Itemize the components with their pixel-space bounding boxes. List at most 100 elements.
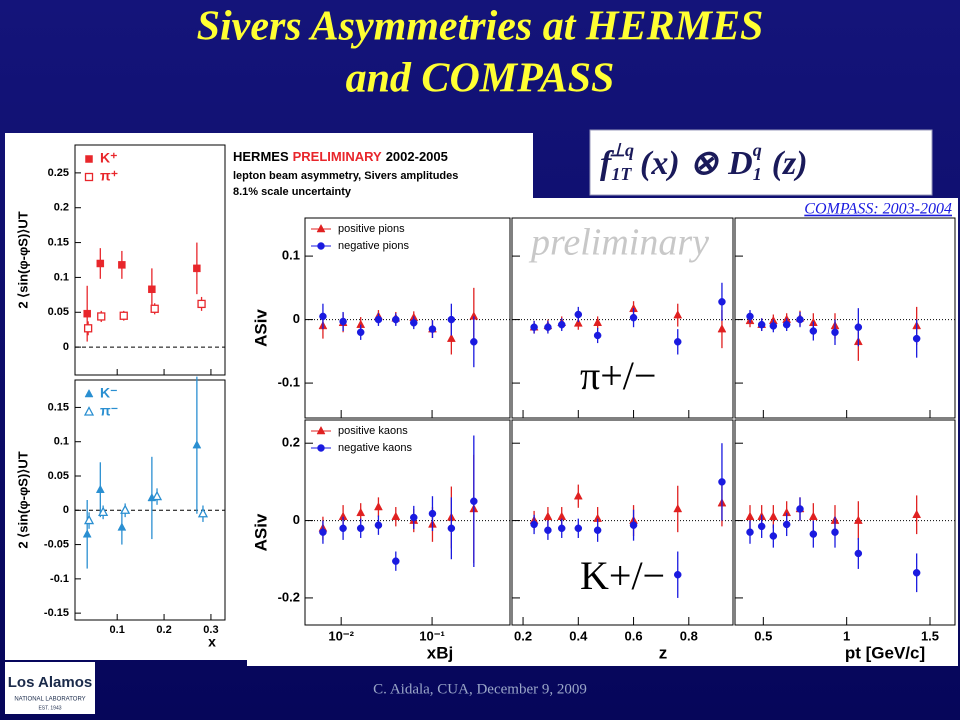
marker [745,511,755,520]
marker [316,425,326,435]
marker [809,530,818,538]
marker [339,317,347,326]
slide-title: Sivers Asymmetries at HERMES [197,4,764,50]
plot-frame [511,419,734,626]
header-part: 2002-2005 [386,149,448,164]
marker [317,242,325,250]
marker [197,507,209,518]
marker [544,526,552,534]
marker [446,333,456,342]
x-tick-label: 0.1 [110,624,125,636]
marker [544,323,552,331]
formula-x: (x) [640,145,680,182]
marker [374,501,383,511]
marker [356,507,366,517]
marker [151,490,163,501]
marker [148,285,156,294]
marker [428,325,437,333]
marker [84,172,94,182]
y-tick-label: 0.15 [48,401,69,413]
hermes-note: 8.1% scale uncertainty [233,186,352,198]
y-tick-label: 0.1 [54,271,69,283]
y-axis-label: 2 ⟨sin(φ-φS)⟩UT [15,211,30,308]
formula-d-sub: 1 [753,164,762,184]
marker [118,261,126,269]
y-tick-label: 0 [63,504,69,516]
y-axis-label: ASiv [251,513,270,551]
plot-frame [511,217,734,419]
marker [316,223,326,233]
marker [573,318,583,327]
formula-f-sup: ⊥q [609,140,634,160]
marker [831,528,839,536]
marker [629,521,638,529]
marker [796,505,804,513]
marker [374,315,383,324]
row-label: K+/− [580,553,665,598]
marker [428,509,437,518]
plot-frame [74,144,226,376]
marker [85,155,93,163]
marker [319,528,327,536]
x-axis-label: z [659,643,668,662]
marker [96,259,105,268]
marker [854,323,863,331]
x-axis-label: x [208,634,216,650]
marker [83,406,95,416]
x-tick-label: 0.3 [203,624,218,636]
marker [782,320,791,329]
marker [673,503,683,513]
marker [95,484,105,493]
x-tick-label: 0.2 [514,628,532,643]
y-tick-label: 0.15 [48,236,69,248]
slide-title: and COMPASS [346,56,615,102]
x-axis-label: xBj [427,643,453,662]
legend-label: K⁻ [100,385,118,401]
marker [470,497,478,505]
legend-label: positive pions [338,223,405,235]
marker [197,299,206,309]
marker [319,312,327,321]
formula-z: (z) [772,145,808,182]
marker [374,521,383,529]
marker [593,317,603,327]
plot-frame [74,379,226,621]
legend-label: negative pions [338,240,409,252]
marker [782,520,791,529]
marker [717,324,727,333]
marker [83,324,93,333]
marker [557,320,566,329]
marker [769,532,778,540]
formula-f-sub: 1T [611,164,632,184]
marker [83,514,95,525]
marker [356,524,365,533]
marker [120,504,131,514]
legend-label: negative kaons [338,442,412,454]
marker [674,570,682,579]
marker [854,549,863,558]
marker [853,515,863,524]
marker [447,315,456,324]
x-tick-label: 1.5 [921,628,939,643]
marker [557,524,566,533]
y-axis-label: ASiv [251,309,270,347]
marker [392,315,400,324]
y-axis-label: 2 ⟨sin(φ-φS)⟩UT [15,451,30,548]
marker [391,511,401,520]
marker [593,331,602,340]
marker [97,312,106,321]
compass-figure: COMPASS: 2003-2004 ASiv -0.1 0 0.1 positive p… [247,198,958,666]
marker [84,388,94,398]
marker [410,319,418,327]
marker [98,506,109,516]
marker [392,557,400,565]
x-tick-label: 1 [843,628,850,643]
marker [574,310,583,319]
formula: f1T ⊥q (x) ⊗ D1 q (z) [600,140,808,184]
marker [447,524,456,533]
marker [757,320,766,329]
x-tick-label: 10⁻² [328,628,354,643]
y-tick-label: -0.15 [44,607,69,619]
legend-label: π⁺ [100,168,118,184]
